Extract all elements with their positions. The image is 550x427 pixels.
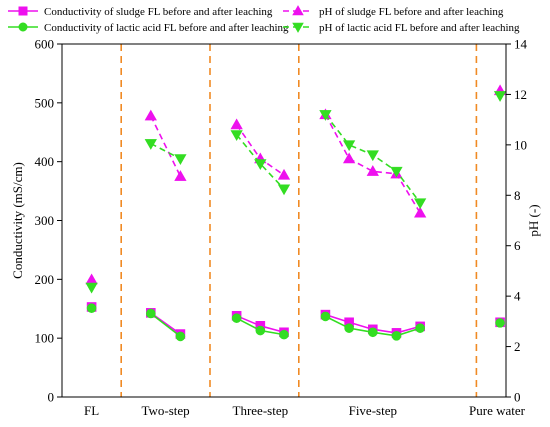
series-2-point bbox=[232, 314, 241, 323]
series-4-point bbox=[343, 141, 354, 151]
series-3-point bbox=[367, 166, 378, 176]
right-tick-label: 10 bbox=[514, 137, 527, 152]
series-2-point bbox=[280, 330, 289, 339]
legend-label: Conductivity of sludge FL before and aft… bbox=[44, 6, 273, 18]
series-2-line-2 bbox=[151, 313, 181, 336]
left-tick-label: 100 bbox=[35, 331, 55, 346]
category-label: Five-step bbox=[349, 403, 397, 418]
series-3-point bbox=[231, 119, 242, 129]
series-2-point bbox=[146, 309, 155, 318]
right-tick-label: 14 bbox=[514, 37, 528, 52]
legend-item-3: pH of sludge FL before and after leachin… bbox=[283, 6, 504, 18]
series-3-point bbox=[175, 171, 186, 181]
series-4 bbox=[86, 91, 506, 292]
series-3-point bbox=[278, 169, 289, 179]
legend-label: pH of sludge FL before and after leachin… bbox=[319, 6, 504, 18]
legend-label: Conductivity of lactic acid FL before an… bbox=[44, 22, 289, 34]
series-3-line-4 bbox=[325, 115, 420, 213]
series-2-point bbox=[87, 304, 96, 313]
right-tick-label: 6 bbox=[514, 238, 521, 253]
series-3-point bbox=[86, 274, 97, 284]
series-4-point bbox=[278, 185, 289, 195]
left-tick-label: 400 bbox=[35, 154, 55, 169]
series-2-point bbox=[392, 331, 401, 340]
category-label: Three-step bbox=[233, 403, 289, 418]
legend-item-4: pH of lactic acid FL before and after le… bbox=[283, 22, 520, 34]
series-4-point bbox=[367, 151, 378, 161]
stage-separators bbox=[121, 44, 476, 397]
series-4-point bbox=[415, 199, 426, 209]
category-label: FL bbox=[84, 403, 99, 418]
right-tick-label: 8 bbox=[514, 188, 521, 203]
plot-frame bbox=[62, 44, 506, 397]
legend-item-1: Conductivity of sludge FL before and aft… bbox=[8, 6, 273, 18]
category-label: Two-step bbox=[141, 403, 189, 418]
series-2-point bbox=[321, 312, 330, 321]
series-4-point bbox=[145, 139, 156, 149]
left-axis-title: Conductivity (mS/cm) bbox=[10, 162, 25, 279]
category-label: Pure water bbox=[469, 403, 526, 418]
series-2 bbox=[87, 304, 504, 341]
legend-marker bbox=[19, 7, 27, 15]
axes: 010020030040050060002468101214Conductivi… bbox=[10, 37, 541, 419]
right-tick-label: 2 bbox=[514, 339, 521, 354]
series-layer bbox=[86, 85, 506, 341]
series-2-point bbox=[345, 324, 354, 333]
legend-marker bbox=[19, 23, 27, 31]
right-tick-label: 12 bbox=[514, 87, 527, 102]
legend-label: pH of lactic acid FL before and after le… bbox=[319, 22, 520, 34]
left-tick-label: 500 bbox=[35, 95, 55, 110]
left-tick-label: 300 bbox=[35, 213, 55, 228]
series-2-point bbox=[496, 318, 505, 327]
series-1 bbox=[87, 302, 504, 338]
series-4-point bbox=[494, 91, 505, 101]
series-2-point bbox=[256, 326, 265, 335]
right-axis-title: pH (-) bbox=[526, 204, 541, 236]
series-4-point bbox=[86, 283, 97, 293]
right-tick-label: 4 bbox=[514, 289, 521, 304]
series-3-point bbox=[343, 153, 354, 163]
left-tick-label: 0 bbox=[48, 390, 55, 405]
left-tick-label: 200 bbox=[35, 272, 55, 287]
series-2-point bbox=[368, 328, 377, 337]
series-4-point bbox=[175, 155, 186, 165]
series-3-point bbox=[145, 110, 156, 120]
series-3 bbox=[86, 85, 506, 284]
left-tick-label: 600 bbox=[35, 37, 55, 52]
legend: Conductivity of sludge FL before and aft… bbox=[8, 6, 520, 34]
legend-item-2: Conductivity of lactic acid FL before an… bbox=[8, 22, 289, 34]
series-2-point bbox=[176, 332, 185, 341]
series-2-point bbox=[416, 324, 425, 333]
